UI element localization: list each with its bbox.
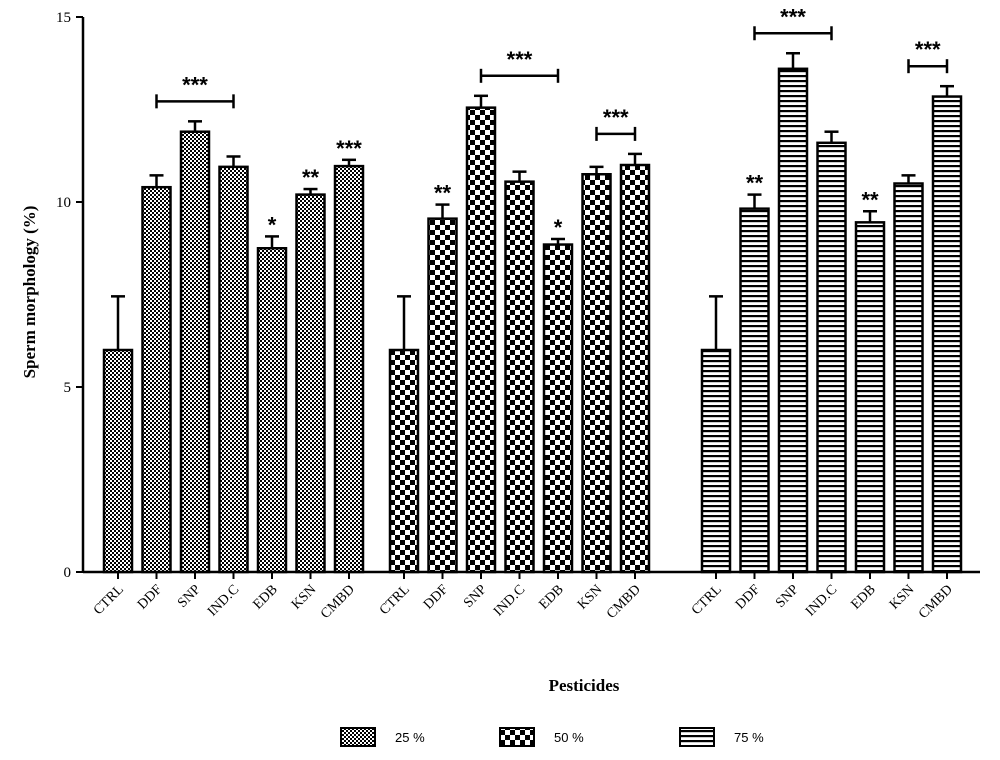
legend-label: 75 % [734,730,764,745]
bar-ksn-25pct [295,193,326,574]
x-tick-label: CTRL [689,582,725,618]
bar-cmbd-25pct [333,164,365,574]
legend-swatch [499,727,535,747]
x-tick-label: CTRL [377,582,413,618]
x-tick-label: CMBD [318,582,358,622]
significance-marker: * [268,212,277,237]
bar-ddf-75pct [739,207,770,574]
y-axis-title: Sperm morphology (%) [20,206,39,379]
bar-snp-25pct [179,130,211,574]
bar-snp-75pct [777,67,809,574]
x-tick-label: CMBD [604,582,644,622]
x-tick-label: DDF [135,582,166,613]
significance-marker: * [554,215,563,240]
x-tick-label: DDF [733,582,764,613]
x-tick-label: EDB [848,582,878,612]
significance-annotations: **************************** [155,4,949,240]
x-tick-label: DDF [421,582,452,613]
significance-marker: *** [336,136,362,161]
bar-cmbd-50pct [619,163,651,574]
x-tick-label: IND.C [803,582,840,619]
bar-ctrl-50pct [388,348,420,574]
y-tick-label: 5 [64,380,72,396]
x-tick-label: CMBD [916,582,956,622]
legend-item: 25 % [340,727,425,747]
bracket-label: *** [780,4,806,29]
y-tick-label: 0 [64,565,72,581]
bar-edb-75pct [854,221,886,574]
legend-swatch [340,727,376,747]
x-tick-label: SNP [773,582,802,611]
x-tick-label: EDB [536,582,566,612]
legend-label: 25 % [395,730,425,745]
legend-swatch [679,727,715,747]
bracket-label: *** [182,72,208,97]
bar-edb-50pct [542,243,574,574]
bar-ksn-75pct [893,182,924,574]
bar-ctrl-25pct [102,348,134,574]
legend-label: 50 % [554,730,584,745]
bars [102,52,963,574]
legend: 25 % 50 % 75 % [340,727,764,747]
significance-marker: ** [302,165,320,190]
x-tick-label: KSN [289,582,319,612]
legend-item: 75 % [679,727,764,747]
bracket-label: *** [603,105,629,130]
bar-ddf-50pct [427,217,458,574]
significance-marker: ** [861,187,879,212]
bar-ksn-50pct [581,173,612,574]
x-tick-label: IND.C [205,582,242,619]
legend-item: 50 % [499,727,584,747]
x-tick-label: SNP [461,582,490,611]
bar-edb-25pct [256,247,288,574]
x-axis-title: Pesticides [549,676,620,695]
x-tick-label: SNP [175,582,204,611]
bar-indc-75pct [816,141,847,574]
bracket-label: *** [915,37,941,62]
x-tick-label: IND.C [491,582,528,619]
bar-ddf-25pct [141,185,172,574]
significance-marker: ** [434,181,452,206]
bar-indc-25pct [218,165,249,574]
x-tick-label: KSN [887,582,917,612]
significance-marker: ** [746,171,764,196]
bar-snp-50pct [465,106,497,574]
y-tick-label: 15 [56,10,71,26]
bar-indc-50pct [504,180,535,574]
x-tick-label: EDB [250,582,280,612]
bar-cmbd-75pct [931,95,963,574]
bracket-label: *** [507,47,533,72]
x-tick-label: CTRL [91,582,127,618]
x-tick-label: KSN [575,582,605,612]
y-tick-label: 10 [56,195,71,211]
bar-ctrl-75pct [700,348,732,574]
